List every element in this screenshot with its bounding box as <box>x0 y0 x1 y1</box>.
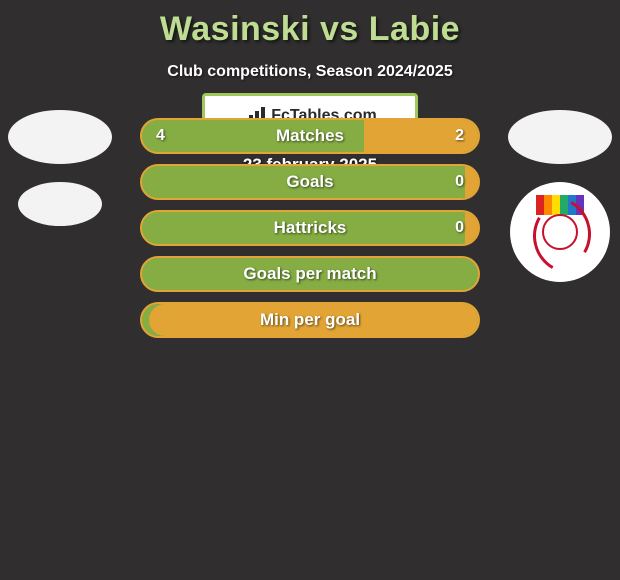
player-column-right <box>500 110 620 282</box>
metric-bar: Hattricks 0 <box>140 210 480 246</box>
team-logo-right <box>510 182 610 282</box>
metric-bar: 4 Matches 2 <box>140 118 480 154</box>
metric-bar: Goals 0 <box>140 164 480 200</box>
metric-value-right: 2 <box>455 127 464 145</box>
metric-label: Min per goal <box>260 310 360 330</box>
page-title: Wasinski vs Labie <box>0 0 620 49</box>
metric-value-right: 0 <box>455 219 464 237</box>
comparison-bars: 4 Matches 2 Goals 0 Hattricks 0 Goals per match… <box>140 118 480 348</box>
metric-label: Hattricks <box>274 218 347 238</box>
metric-label: Goals per match <box>243 264 376 284</box>
metric-bar: Min per goal <box>140 302 480 338</box>
subtitle: Club competitions, Season 2024/2025 <box>0 63 620 81</box>
avatar-player-right <box>508 110 612 164</box>
avatar-team-left <box>18 182 102 226</box>
metric-value-left: 4 <box>156 127 165 145</box>
avatar-player-left <box>8 110 112 164</box>
metric-label: Goals <box>286 172 333 192</box>
player-column-left <box>0 110 120 244</box>
metric-value-right: 0 <box>455 173 464 191</box>
metric-bar: Goals per match <box>140 256 480 292</box>
metric-label: Matches <box>276 126 344 146</box>
